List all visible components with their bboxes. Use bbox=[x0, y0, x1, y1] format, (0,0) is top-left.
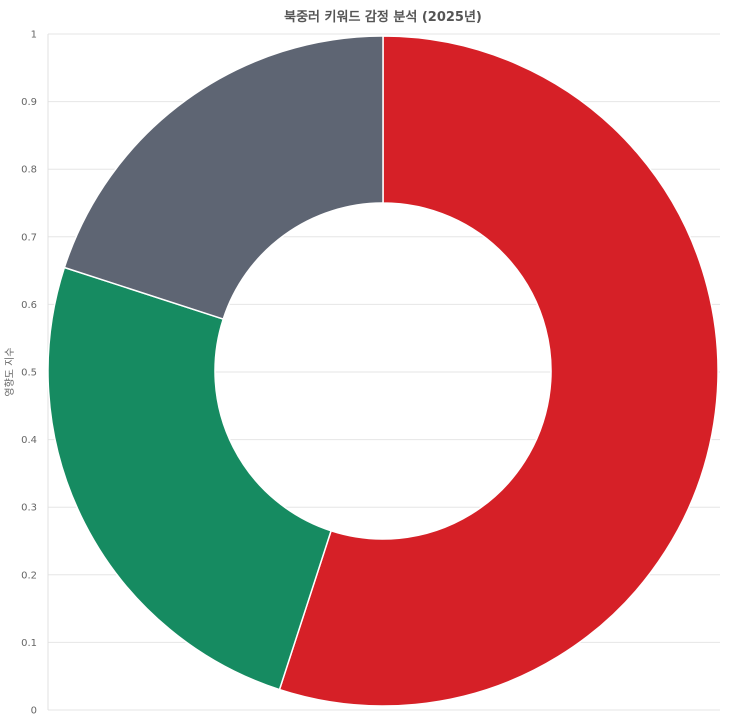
y-tick-label: 0.7 bbox=[21, 232, 37, 243]
donut-slice-3[interactable] bbox=[63, 35, 384, 321]
y-tick-label: 0 bbox=[31, 706, 37, 717]
donut-slice-1[interactable] bbox=[278, 35, 719, 707]
y-tick-label: 0.6 bbox=[21, 300, 37, 311]
y-tick-label: 0.8 bbox=[21, 165, 37, 176]
y-axis-label: 영향도 지수 bbox=[4, 347, 16, 396]
y-tick-label: 0.3 bbox=[21, 503, 37, 514]
y-tick-label: 0.2 bbox=[21, 570, 37, 581]
donut-slice-2[interactable] bbox=[47, 266, 333, 691]
y-tick-label: 0.5 bbox=[21, 368, 37, 379]
chart-title: 북중러 키워드 감정 분석 (2025년) bbox=[284, 9, 482, 25]
y-tick-label: 1 bbox=[31, 30, 37, 41]
y-tick-label: 0.4 bbox=[21, 435, 37, 446]
y-tick-label: 0.9 bbox=[21, 97, 37, 108]
y-tick-labels: 0 0.1 0.2 0.3 0.4 0.5 0.6 0.7 0.8 0.9 1 bbox=[21, 30, 37, 717]
y-tick-label: 0.1 bbox=[21, 638, 37, 649]
donut bbox=[47, 35, 719, 707]
